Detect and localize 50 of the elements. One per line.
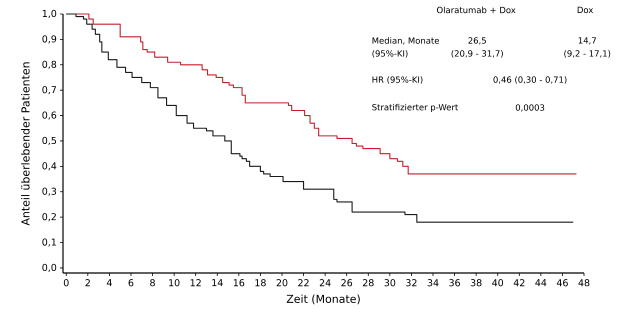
x-tick-label: 46 (556, 279, 568, 286)
annotation: (95%-KI) (372, 50, 408, 58)
x-tick-label: 6 (128, 279, 134, 286)
x-tick-label: 40 (492, 279, 504, 286)
x-tick-label: 16 (234, 279, 244, 286)
x-tick-label: 38 (470, 279, 482, 286)
x-tick-label: 24 (320, 279, 331, 286)
x-tick-label: 2 (85, 279, 90, 286)
annotation: 14,7 (578, 37, 596, 44)
x-tick-label: 0 (64, 279, 69, 286)
x-tick-label: 34 (428, 279, 438, 286)
x-tick-label: 36 (449, 279, 460, 286)
y-tick-label: 0,2 (42, 213, 56, 222)
x-tick-label: 8 (150, 279, 155, 286)
y-axis-title: Anteil überlebender Patienten (21, 62, 30, 226)
x-tick-label: 18 (255, 279, 266, 286)
x-tick-label: 44 (535, 279, 546, 286)
y-tick-label: 0,4 (42, 162, 56, 170)
y-tick-label: 0,5 (42, 136, 56, 146)
y-tick-label: 0,6 (42, 112, 56, 120)
x-tick-label: 30 (384, 279, 396, 286)
y-tick-label: 0,8 (42, 60, 56, 69)
x-tick-label: 4 (106, 279, 112, 286)
annotation: 26,5 (468, 37, 486, 45)
text: Dox (578, 6, 594, 14)
y-tick-label: 0,0 (42, 264, 56, 272)
y-tick-label: 0,9 (42, 35, 56, 44)
annotation: HR (95%-KI) (372, 76, 422, 84)
y-tick-label: 0,1 (42, 238, 56, 247)
y-tick-label: 1,0 (42, 10, 56, 18)
x-tick-label: 14 (212, 279, 223, 286)
annotation: 0,46 (0,30 - 0,71) (493, 76, 566, 84)
annotation: Median, Monate (372, 37, 440, 45)
x-tick-label: 28 (362, 279, 374, 286)
x-tick-label: 10 (169, 279, 180, 286)
y-tick-label: 0,3 (42, 188, 56, 196)
annotation: (9,2 - 17,1) (564, 50, 610, 58)
x-tick-label: 26 (341, 279, 352, 286)
x-tick-label: 42 (514, 279, 524, 286)
y-tick-label: 0,7 (42, 86, 56, 94)
annotation: 0,0003 (516, 104, 544, 112)
x-tick-label: 12 (190, 279, 201, 286)
x-tick-label: 22 (298, 279, 309, 286)
x-tick-label: 32 (406, 279, 416, 286)
x-axis-title: Zeit (Monate) (286, 294, 360, 304)
annotation: Stratifizierter p-Wert (372, 104, 458, 112)
x-tick-label: 48 (578, 279, 590, 286)
text: Olaratumab + Dox (436, 6, 516, 14)
x-tick-label: 20 (276, 279, 288, 286)
annotation: (20,9 - 31,7) (452, 50, 503, 58)
